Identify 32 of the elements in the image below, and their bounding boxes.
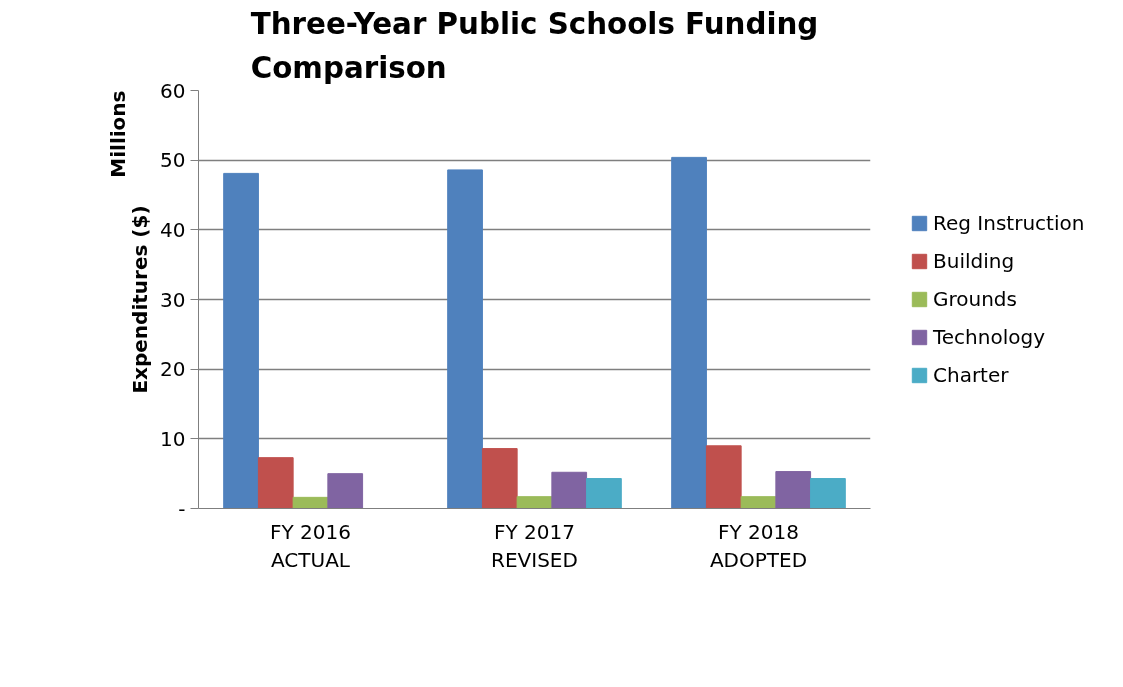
y-tick-label: 10	[160, 426, 186, 451]
y-tick-label: 50	[160, 148, 186, 173]
y-tick-label: 20	[160, 357, 186, 382]
legend-label: Grounds	[933, 287, 1017, 311]
bar	[327, 473, 364, 509]
y-axis-title: Expenditures ($)	[128, 205, 153, 394]
legend-label: Charter	[933, 363, 1009, 387]
bar	[292, 496, 329, 509]
bar	[671, 156, 707, 509]
legend-label: Reg Instruction	[933, 211, 1085, 235]
bar	[257, 457, 294, 509]
legend-label: Technology	[933, 325, 1046, 349]
bar	[705, 445, 742, 509]
bar	[740, 496, 777, 509]
text: Millions	[105, 90, 130, 178]
chart-title: Three-Year Public Schools Funding Comparison	[250, 7, 819, 86]
bar	[223, 172, 259, 509]
bar	[586, 478, 622, 509]
bar	[775, 471, 812, 509]
y-tick-label: 60	[160, 78, 186, 103]
x-tick-label: FY 2018 ADOPTED	[709, 519, 808, 573]
y-tick-label: 40	[160, 217, 186, 242]
bar	[447, 169, 483, 509]
bar	[481, 448, 518, 509]
y-tick-label: 30	[160, 287, 186, 312]
legend-label: Building	[933, 249, 1015, 273]
y-tick-label: -	[178, 496, 186, 521]
x-tick-label: FY 2017 REVISED	[491, 519, 578, 573]
bar	[551, 471, 588, 509]
x-tick-label: FY 2016 ACTUAL	[270, 519, 351, 573]
bar	[810, 478, 846, 509]
bar	[516, 496, 553, 509]
